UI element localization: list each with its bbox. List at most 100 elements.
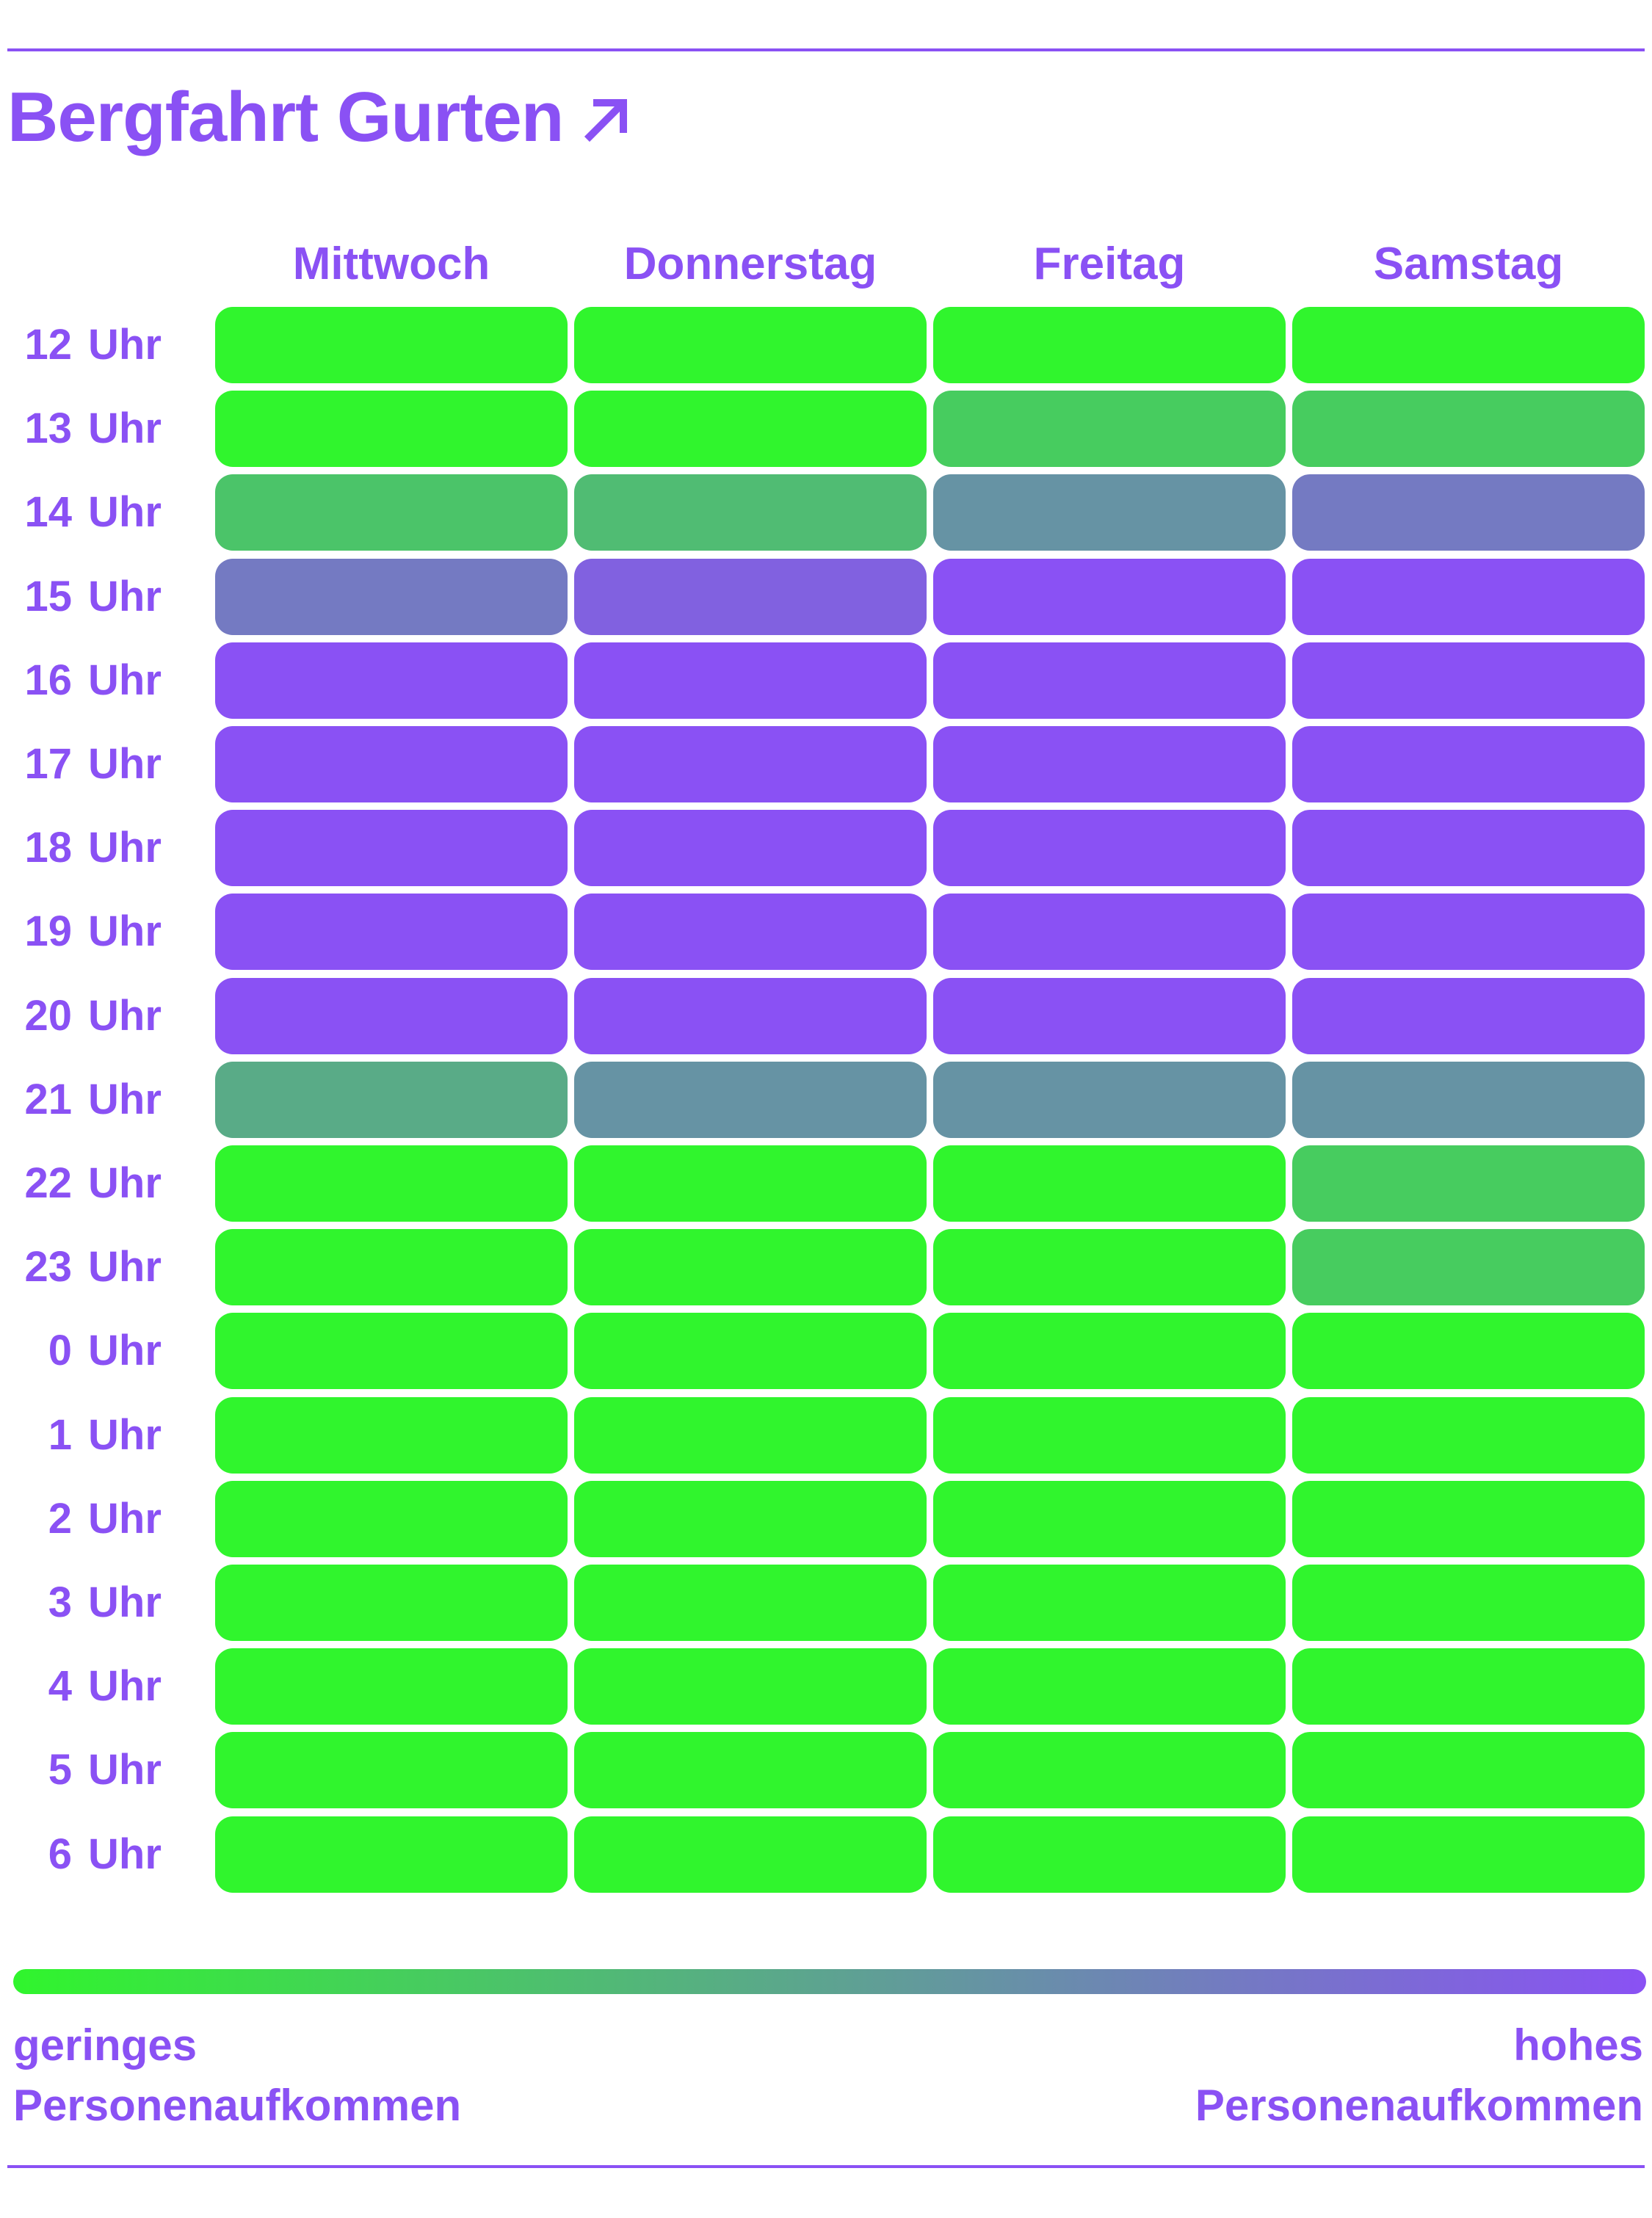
heatmap-cell	[215, 726, 568, 802]
heatmap-cell	[215, 474, 568, 551]
heatmap-cell	[1292, 391, 1645, 468]
row-hour: 15	[24, 572, 72, 620]
row-hour: 17	[24, 740, 72, 788]
row-hour: 22	[24, 1159, 72, 1207]
column-label: Samstag	[1373, 239, 1564, 289]
heatmap-cell	[215, 1816, 568, 1893]
heatmap-cell	[1292, 1816, 1645, 1893]
row-label: 15 Uhr	[0, 560, 176, 634]
heatmap-cell	[933, 1061, 1286, 1138]
row-label: 5 Uhr	[0, 1733, 176, 1807]
heatmap-cell	[1292, 1061, 1645, 1138]
heatmap-cell	[215, 1229, 568, 1306]
heatmap-cell	[574, 1313, 927, 1390]
heatmap-chart: Mittwoch Donnerstag Freitag Samstag 12 Uhr 13 U…	[0, 239, 1645, 1893]
title-text: Bergfahrt Gurten	[7, 78, 564, 156]
heatmap-cell	[574, 1648, 927, 1725]
legend-gradient-bar	[13, 1969, 1646, 1994]
arrow-up-right-icon	[584, 98, 628, 142]
row-label: 19 Uhr	[0, 895, 176, 968]
heatmap-cell	[933, 1313, 1286, 1390]
row-hour: 19	[24, 907, 72, 956]
heatmap-cell	[574, 307, 927, 383]
heatmap-cell	[1292, 642, 1645, 719]
heatmap-cell	[215, 1732, 568, 1809]
top-divider	[7, 48, 1645, 51]
page-title[interactable]: Bergfahrt Gurten	[7, 77, 632, 158]
heatmap-cell	[933, 726, 1286, 802]
row-hour: 21	[24, 1075, 72, 1123]
row-unit: Uhr	[88, 656, 162, 704]
heatmap-cell	[1292, 810, 1645, 887]
row-hour: 2	[48, 1494, 72, 1543]
column-label: Mittwoch	[292, 239, 490, 289]
heatmap-cell	[574, 977, 927, 1054]
heatmap-cell	[574, 474, 927, 551]
heatmap-cell	[574, 1732, 927, 1809]
heatmap-cell	[1292, 1480, 1645, 1557]
legend-high-line1: hohes	[1513, 2021, 1643, 2070]
heatmap-cell	[1292, 1396, 1645, 1474]
heatmap-cell	[1292, 726, 1645, 802]
row-label: 12 Uhr	[0, 308, 176, 382]
row-hour: 5	[48, 1746, 72, 1794]
row-unit: Uhr	[88, 991, 162, 1040]
heatmap-cell	[1292, 1145, 1645, 1222]
legend-high-label: hohes Personenaufkommen	[1195, 2015, 1643, 2136]
heatmap-cell	[574, 1396, 927, 1474]
row-unit: Uhr	[88, 1830, 162, 1878]
heatmap-cell	[1292, 1648, 1645, 1725]
heatmap-cell	[574, 1145, 927, 1222]
heatmap-cell	[933, 1648, 1286, 1725]
heatmap-cell	[1292, 1565, 1645, 1641]
row-label: 23 Uhr	[0, 1231, 176, 1304]
heatmap-cell	[933, 1396, 1286, 1474]
heatmap-cell	[215, 558, 568, 635]
column-label: Donnerstag	[623, 239, 877, 289]
row-hour: 14	[24, 488, 72, 537]
heatmap-cell	[933, 1816, 1286, 1893]
heatmap-cell	[574, 558, 927, 635]
heatmap-cell	[933, 977, 1286, 1054]
row-unit: Uhr	[88, 405, 162, 453]
row-hour: 3	[48, 1579, 72, 1626]
heatmap-cell	[1292, 1229, 1645, 1306]
heatmap-cell	[215, 642, 568, 719]
row-unit: Uhr	[88, 1746, 162, 1794]
row-hour: 16	[24, 656, 72, 704]
row-hour: 23	[24, 1243, 72, 1291]
row-hour: 18	[24, 824, 72, 872]
heatmap-cell	[933, 1732, 1286, 1809]
row-label: 20 Uhr	[0, 979, 176, 1053]
row-label: 3 Uhr	[0, 1566, 176, 1639]
row-label: 14 Uhr	[0, 476, 176, 549]
row-unit: Uhr	[88, 1494, 162, 1543]
heatmap-cell	[1292, 1313, 1645, 1390]
row-hour: 6	[48, 1830, 72, 1878]
heatmap-cell	[933, 1565, 1286, 1641]
legend-high-line2: Personenaufkommen	[1195, 2081, 1643, 2130]
heatmap-cell	[933, 474, 1286, 551]
heatmap-cell	[574, 1816, 927, 1893]
row-unit: Uhr	[88, 1327, 162, 1375]
heatmap-cell	[933, 1145, 1286, 1222]
heatmap-cell	[574, 726, 927, 802]
heatmap-cell	[215, 977, 568, 1054]
column-label: Freitag	[1033, 239, 1186, 289]
row-label: 17 Uhr	[0, 728, 176, 801]
heatmap-cell	[933, 558, 1286, 635]
heatmap-cell	[1292, 977, 1645, 1054]
row-label: 4 Uhr	[0, 1650, 176, 1723]
heatmap-cell	[215, 894, 568, 971]
heatmap-cell	[574, 1229, 927, 1306]
row-unit: Uhr	[88, 824, 162, 872]
heatmap-cell	[1292, 307, 1645, 383]
heatmap-cell	[574, 810, 927, 887]
legend-low-line2: Personenaufkommen	[13, 2081, 462, 2130]
row-label: 16 Uhr	[0, 644, 176, 717]
heatmap-cell	[574, 1480, 927, 1557]
heatmap-cell	[933, 1480, 1286, 1557]
row-label: 22 Uhr	[0, 1147, 176, 1220]
heatmap-cell	[933, 307, 1286, 383]
row-label: 13 Uhr	[0, 392, 176, 465]
